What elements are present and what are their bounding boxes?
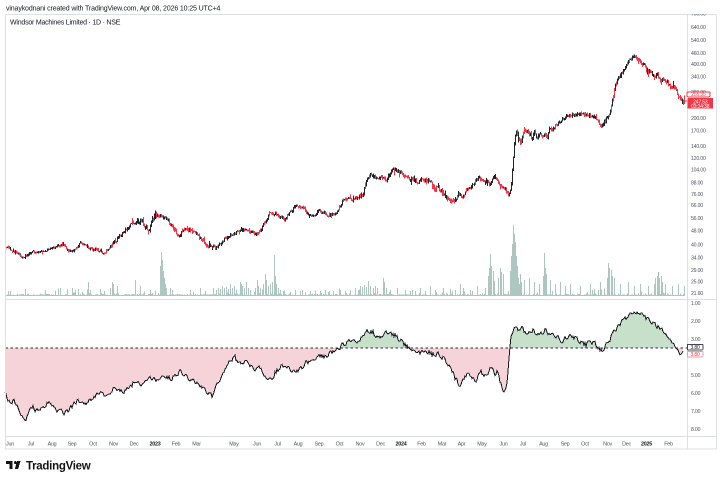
svg-text:Nov: Nov <box>603 442 612 448</box>
svg-text:Jun: Jun <box>500 442 508 448</box>
svg-text:Oct: Oct <box>336 442 344 448</box>
svg-text:2025: 2025 <box>641 442 652 448</box>
svg-text:Windsor Machines Limited · 1D: Windsor Machines Limited · 1D · NSE <box>10 19 121 26</box>
svg-text:540.00: 540.00 <box>691 38 706 44</box>
svg-text:3.80: 3.80 <box>691 345 701 351</box>
svg-text:2023: 2023 <box>150 442 161 448</box>
svg-text:Jul: Jul <box>274 442 280 448</box>
svg-text:2024: 2024 <box>396 442 407 448</box>
svg-text:Jul: Jul <box>28 442 34 448</box>
svg-text:5.00: 5.00 <box>691 373 701 379</box>
svg-text:140.00: 140.00 <box>691 144 706 150</box>
svg-text:6.00: 6.00 <box>691 391 701 397</box>
svg-text:3.80: 3.80 <box>691 352 701 358</box>
svg-text:TradingView: TradingView <box>26 460 91 472</box>
svg-text:Oct: Oct <box>581 442 589 448</box>
svg-text:Sep: Sep <box>561 442 570 448</box>
svg-text:03:34:38: 03:34:38 <box>691 104 710 110</box>
svg-text:76.00: 76.00 <box>691 192 703 198</box>
svg-text:104.00: 104.00 <box>691 167 706 173</box>
svg-text:Apr: Apr <box>458 442 466 448</box>
svg-text:Aug: Aug <box>539 442 548 448</box>
svg-text:640.00: 640.00 <box>691 25 706 31</box>
svg-text:340.00: 340.00 <box>691 75 706 81</box>
svg-text:May: May <box>229 442 239 448</box>
svg-text:Oct: Oct <box>89 442 97 448</box>
svg-text:Feb: Feb <box>417 442 426 448</box>
svg-text:Aug: Aug <box>48 442 57 448</box>
svg-text:460.00: 460.00 <box>691 51 706 57</box>
svg-text:200.00: 200.00 <box>691 116 706 122</box>
svg-text:48.00: 48.00 <box>691 228 703 234</box>
svg-text:21.60: 21.60 <box>691 291 703 297</box>
svg-text:1.00: 1.00 <box>691 301 701 307</box>
svg-text:Jun: Jun <box>253 442 261 448</box>
svg-text:760.00: 760.00 <box>691 11 706 17</box>
svg-text:3.00: 3.00 <box>691 337 701 343</box>
svg-text:Sep: Sep <box>68 442 77 448</box>
svg-text:Jul: Jul <box>520 442 526 448</box>
svg-text:40.00: 40.00 <box>691 242 703 248</box>
svg-text:Mar: Mar <box>438 442 447 448</box>
svg-text:Aug: Aug <box>294 442 303 448</box>
svg-text:Mar: Mar <box>192 442 201 448</box>
svg-text:Nov: Nov <box>109 442 118 448</box>
svg-text:34.00: 34.00 <box>691 255 703 261</box>
svg-text:56.00: 56.00 <box>691 216 703 222</box>
svg-text:vinaykodnani created with Trad: vinaykodnani created with TradingView.co… <box>6 5 221 12</box>
svg-text:Dec: Dec <box>130 442 139 448</box>
svg-text:247.53: 247.53 <box>693 100 708 106</box>
svg-text:Dec: Dec <box>376 442 385 448</box>
svg-text:May: May <box>477 442 487 448</box>
svg-text:400.00: 400.00 <box>691 62 706 68</box>
svg-text:Jun: Jun <box>6 442 14 448</box>
svg-text:66.00: 66.00 <box>691 203 703 209</box>
svg-text:2.00: 2.00 <box>691 319 701 325</box>
svg-text:170.00: 170.00 <box>691 128 706 134</box>
svg-text:7.00: 7.00 <box>691 409 701 415</box>
svg-text:8.00: 8.00 <box>691 427 701 433</box>
svg-text:120.00: 120.00 <box>691 156 706 162</box>
svg-text:255.35: 255.35 <box>691 92 706 98</box>
svg-text:25.00: 25.00 <box>691 279 703 285</box>
svg-text:Feb: Feb <box>172 442 181 448</box>
svg-text:Sep: Sep <box>315 442 324 448</box>
svg-text:29.00: 29.00 <box>691 268 703 274</box>
svg-text:Nov: Nov <box>356 442 365 448</box>
svg-text:Dec: Dec <box>622 442 631 448</box>
svg-text:Feb: Feb <box>664 442 673 448</box>
svg-text:88.00: 88.00 <box>691 180 703 186</box>
